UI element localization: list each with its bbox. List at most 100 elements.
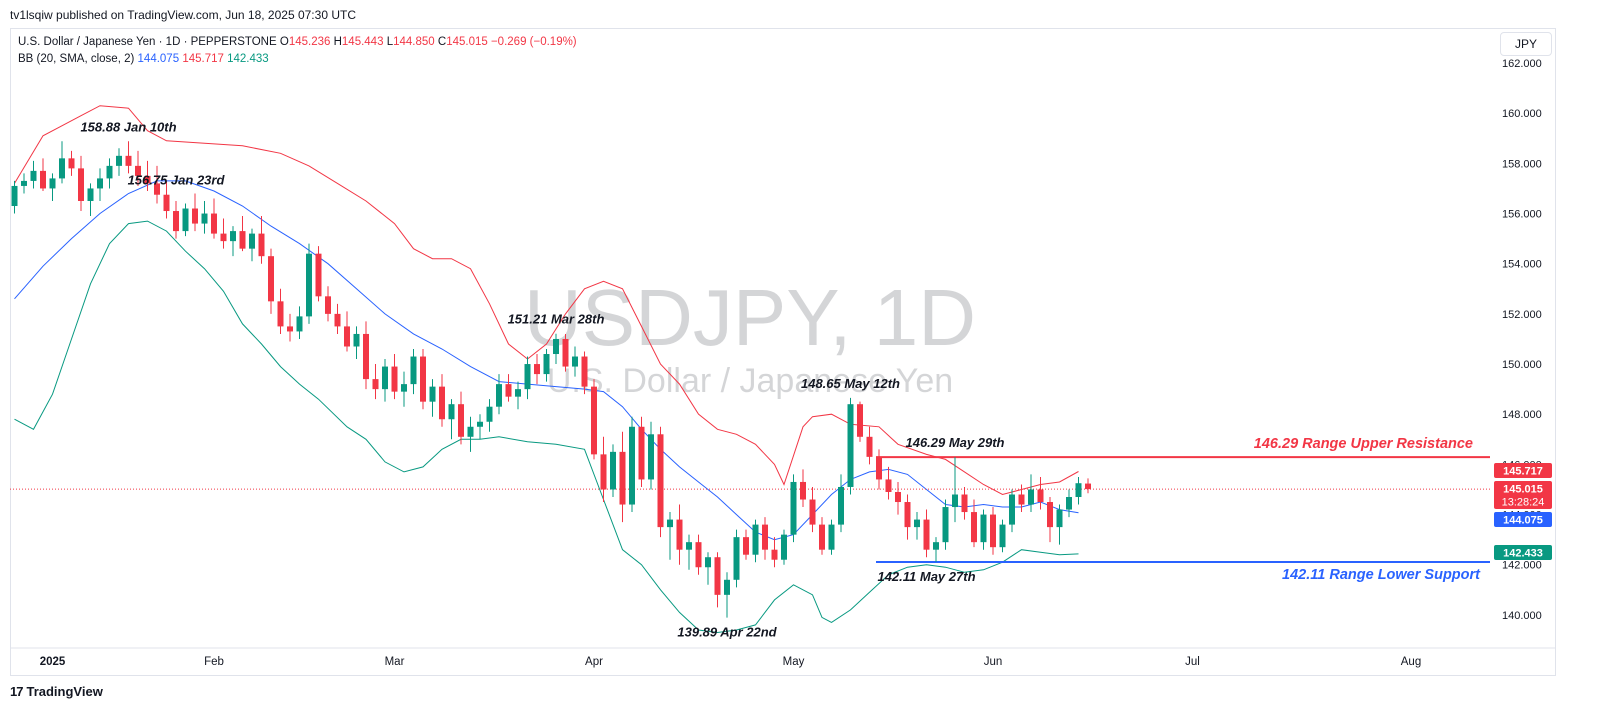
candle [11,180,18,214]
candle [857,401,863,442]
candle [78,155,84,212]
tradingview-brand[interactable]: 17 TradingView [10,684,103,699]
bb-upper-line [14,105,1079,496]
candle [1066,489,1072,518]
candle [1037,476,1044,510]
candle [116,148,122,176]
candle [106,158,113,189]
candle-body [1009,494,1015,525]
candle-body [515,389,521,397]
y-tick-label: 162.000 [1502,58,1542,70]
candle-body [790,481,797,535]
candle-body [1085,483,1091,490]
candle [667,512,673,560]
candle-body [296,316,303,332]
candle-body [648,434,654,480]
candle [1009,489,1015,533]
candle-body [724,579,730,595]
candle-body [952,494,958,508]
candle [467,416,474,452]
candle [828,519,835,555]
candle [562,333,569,372]
price-annotation: 151.21 Mar 28th [508,312,605,327]
change-value: −0.269 (−0.19%) [490,36,577,48]
candle-body [30,170,37,181]
candle-body [230,231,236,242]
candle [230,226,236,257]
candle [401,371,407,407]
price-tag-label: 142.433 [1503,548,1543,560]
y-tick-label: 142.000 [1502,560,1542,572]
bb-mid-value: 144.075 [137,53,180,65]
candle [591,379,597,460]
candle-body [610,451,616,490]
candle [543,349,550,382]
candle-body [201,213,208,224]
bb-label[interactable]: BB (20, SMA, close, 2) [18,53,135,65]
candle-body [144,175,151,184]
candle [287,313,293,342]
candle-body [562,338,569,367]
symbol-label[interactable]: U.S. Dollar / Japanese Yen · 1D · PEPPER… [18,36,277,48]
countdown-label: 13:28:24 [1502,497,1545,509]
candle [866,426,873,465]
candle [429,379,436,417]
candle-body [591,386,597,455]
candle [990,507,996,555]
candle [629,416,635,513]
candle-body [11,185,18,207]
price-tag [1494,481,1552,509]
candle-body [752,524,759,555]
open-value: 145.236 [288,36,331,48]
candle-body [904,502,911,528]
high-label: H [333,36,342,48]
y-tick-label: 148.000 [1502,409,1542,421]
price-annotation: 158.88 Jan 10th [80,119,176,134]
bb-row: BB (20, SMA, close, 2) 144.075 145.717 1… [18,51,577,68]
candle-body [876,456,882,480]
candle-body [857,404,863,437]
bb-lower-value: 142.433 [227,53,269,65]
x-tick-label: 2025 [40,656,66,668]
candle [192,193,198,232]
price-annotation: 139.89 Apr 22nd [677,625,777,640]
candle [496,374,502,415]
price-annotation: 156.75 Jan 23rd [128,173,226,188]
candle-body [372,379,379,390]
candle [619,431,626,523]
candle [486,399,493,432]
candle-body [895,491,901,503]
support-label: 142.11 Range Lower Support [1282,567,1481,583]
candle [534,354,540,385]
candle [1085,478,1091,494]
candle-body [1075,483,1082,498]
price-tag [1494,512,1552,527]
candle [961,486,968,520]
candle-body [125,155,132,166]
candle [173,200,179,239]
candle [695,534,702,575]
candle-body [1028,489,1034,505]
currency-button[interactable]: JPY [1500,32,1552,56]
candle-body [1047,502,1053,528]
candle [135,150,141,186]
candle-body [106,165,113,179]
price-tag [1494,463,1552,478]
candle-body [401,384,407,392]
candle-body [714,557,721,595]
candle-body [486,406,493,422]
candle-body [638,426,645,480]
candle [733,529,740,588]
candle [999,519,1006,553]
candle-body [78,168,84,201]
y-tick-label: 150.000 [1502,359,1542,371]
y-tick-label: 156.000 [1502,209,1542,221]
chart-legend: U.S. Dollar / Japanese Yen · 1D · PEPPER… [18,34,577,68]
candle-body [866,436,873,457]
candle-body [619,451,626,505]
publisher-line: tv1lsqiw published on TradingView.com, J… [10,8,356,22]
candle [296,306,303,339]
candle-body [809,499,816,525]
watermark-ticker: USDJPY, 1D [524,273,976,362]
